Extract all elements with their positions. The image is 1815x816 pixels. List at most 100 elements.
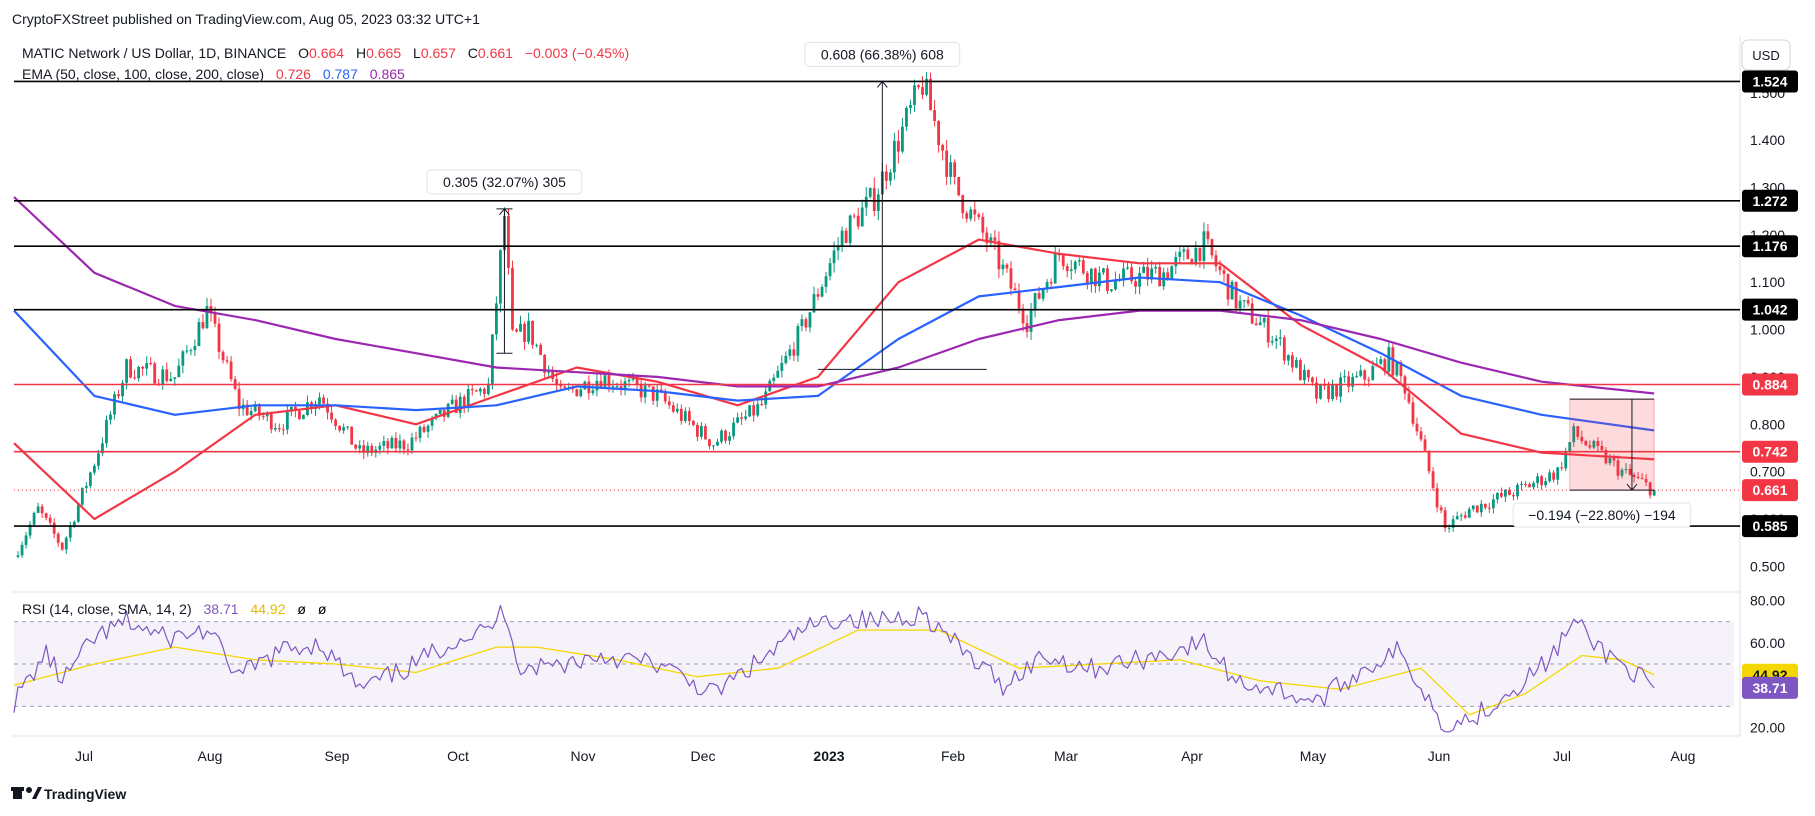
candle [462, 394, 466, 414]
candle-body [1327, 385, 1330, 400]
candle-body [1065, 266, 1069, 271]
candle-body [1290, 355, 1294, 368]
candle [691, 419, 695, 427]
candle [941, 143, 945, 161]
candle-body [334, 419, 337, 426]
candle-body [595, 380, 599, 391]
candle [1134, 277, 1137, 295]
candle [1508, 487, 1511, 496]
candle [1596, 437, 1600, 452]
candle-body [490, 334, 494, 384]
candle-body [1126, 267, 1129, 269]
legend-rsi[interactable]: RSI (14, close, SMA, 14, 2) 38.71 44.92 … [22, 601, 327, 617]
candle [1085, 271, 1089, 290]
candle-body [1536, 476, 1539, 484]
rsi-label: RSI (14, close, SMA, 14, 2) [22, 601, 192, 617]
candle [414, 431, 418, 442]
candle [788, 344, 792, 360]
candle [1363, 369, 1367, 387]
candle-body [929, 78, 932, 111]
candle [1455, 511, 1459, 520]
candle-body [1636, 477, 1640, 479]
price-tick-label: 1.100 [1750, 274, 1785, 290]
candle-body [1178, 251, 1182, 257]
candle [704, 423, 707, 441]
candle [370, 443, 374, 457]
candle [563, 385, 567, 389]
candle-body [1053, 253, 1057, 284]
rsi-sma-line [13, 629, 1655, 716]
candle-body [1640, 477, 1644, 480]
candle [486, 377, 490, 396]
candle [792, 342, 796, 362]
candle-body [1311, 377, 1314, 383]
candle-body [603, 375, 607, 388]
candle-body [56, 533, 60, 543]
candle-body [354, 444, 358, 449]
candle-body [888, 172, 892, 181]
candle-body [824, 276, 828, 287]
candle-body [1407, 393, 1411, 403]
candle [844, 227, 848, 244]
candle [446, 402, 450, 419]
tradingview-logo[interactable]: TradingView [11, 786, 126, 802]
candle [724, 429, 727, 444]
candle [772, 373, 776, 386]
candle [161, 365, 165, 390]
candle-body [917, 85, 920, 88]
candle [1628, 464, 1632, 476]
candle [326, 397, 329, 420]
candle-body [499, 250, 502, 304]
candle [201, 314, 205, 330]
candle [740, 412, 744, 425]
candle [1041, 288, 1045, 302]
time-axis[interactable]: Jul Aug Sep Oct Nov Dec 2023 Feb Mar Apr May Jun Jul… [75, 748, 1695, 764]
candle-body [531, 320, 534, 345]
candle-body [1572, 426, 1576, 443]
candle-body [273, 428, 277, 430]
candle [977, 212, 981, 220]
candle [744, 409, 748, 421]
candle-body [756, 404, 760, 416]
candle [84, 482, 88, 494]
candle [1343, 369, 1347, 383]
legend-ema[interactable]: EMA (50, close, 100, close, 200, close) … [22, 66, 405, 82]
candle-body [326, 403, 329, 413]
candle [68, 521, 72, 543]
candle-body [1093, 268, 1097, 287]
candle [1077, 257, 1081, 266]
candle-body [1512, 495, 1515, 497]
candle-body [88, 472, 92, 486]
candle-body [655, 389, 659, 401]
candle [1552, 470, 1556, 483]
candle [1572, 423, 1576, 447]
candle-body [1146, 266, 1150, 280]
candle-body [1270, 340, 1274, 343]
level-price-tag: 1.176 [1742, 235, 1798, 258]
candle [856, 207, 860, 230]
candle-body [635, 377, 639, 385]
candle [277, 423, 281, 433]
candle-body [478, 388, 482, 392]
candle [1270, 335, 1274, 346]
candle [1504, 488, 1507, 503]
candle-body [277, 428, 281, 430]
candle-body [683, 411, 687, 421]
candle-body [68, 525, 72, 538]
candle [88, 471, 92, 489]
price-tick-label: 0.800 [1750, 416, 1785, 432]
candle [229, 355, 233, 382]
candle [1061, 254, 1065, 271]
candle-body [32, 512, 36, 525]
candle [957, 177, 961, 197]
candle [28, 521, 32, 539]
measure-label: −0.194 (−22.80%) −194 [1528, 507, 1676, 523]
candle-body [563, 386, 567, 388]
currency-button[interactable]: USD [1741, 39, 1791, 71]
candle [1532, 481, 1535, 490]
price-tick-label: 1.000 [1750, 322, 1785, 338]
candle-body [840, 230, 844, 246]
candle [828, 257, 832, 281]
candle-body [1170, 266, 1174, 280]
